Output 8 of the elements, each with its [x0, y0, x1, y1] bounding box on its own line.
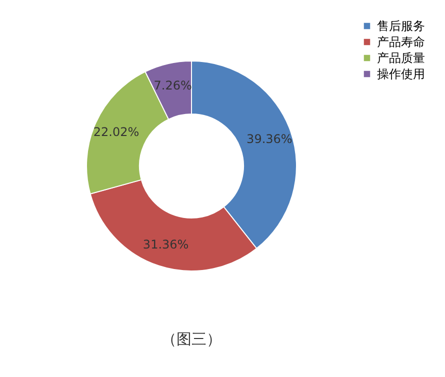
- legend-label: 操作使用: [377, 67, 425, 81]
- data-label: 22.02%: [93, 125, 140, 140]
- data-label: 31.36%: [142, 237, 189, 252]
- legend-label: 产品质量: [377, 51, 425, 65]
- legend-label: 售后服务: [377, 19, 425, 33]
- text: （图三）: [162, 330, 222, 348]
- data-label: 39.36%: [246, 132, 292, 146]
- legend-label: 产品寿命: [377, 35, 425, 49]
